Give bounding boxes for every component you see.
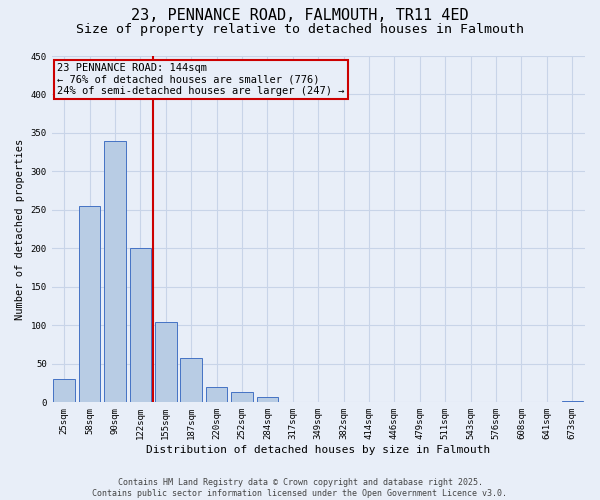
Bar — [206, 387, 227, 402]
Text: Size of property relative to detached houses in Falmouth: Size of property relative to detached ho… — [76, 22, 524, 36]
Bar — [104, 140, 126, 402]
Bar — [257, 397, 278, 402]
X-axis label: Distribution of detached houses by size in Falmouth: Distribution of detached houses by size … — [146, 445, 490, 455]
Bar — [130, 248, 151, 402]
Y-axis label: Number of detached properties: Number of detached properties — [15, 138, 25, 320]
Bar — [562, 401, 583, 402]
Bar — [231, 392, 253, 402]
Bar — [181, 358, 202, 403]
Text: 23 PENNANCE ROAD: 144sqm
← 76% of detached houses are smaller (776)
24% of semi-: 23 PENNANCE ROAD: 144sqm ← 76% of detach… — [57, 63, 344, 96]
Text: Contains HM Land Registry data © Crown copyright and database right 2025.
Contai: Contains HM Land Registry data © Crown c… — [92, 478, 508, 498]
Bar — [53, 379, 75, 402]
Bar — [155, 322, 176, 402]
Text: 23, PENNANCE ROAD, FALMOUTH, TR11 4ED: 23, PENNANCE ROAD, FALMOUTH, TR11 4ED — [131, 8, 469, 22]
Bar — [79, 206, 100, 402]
